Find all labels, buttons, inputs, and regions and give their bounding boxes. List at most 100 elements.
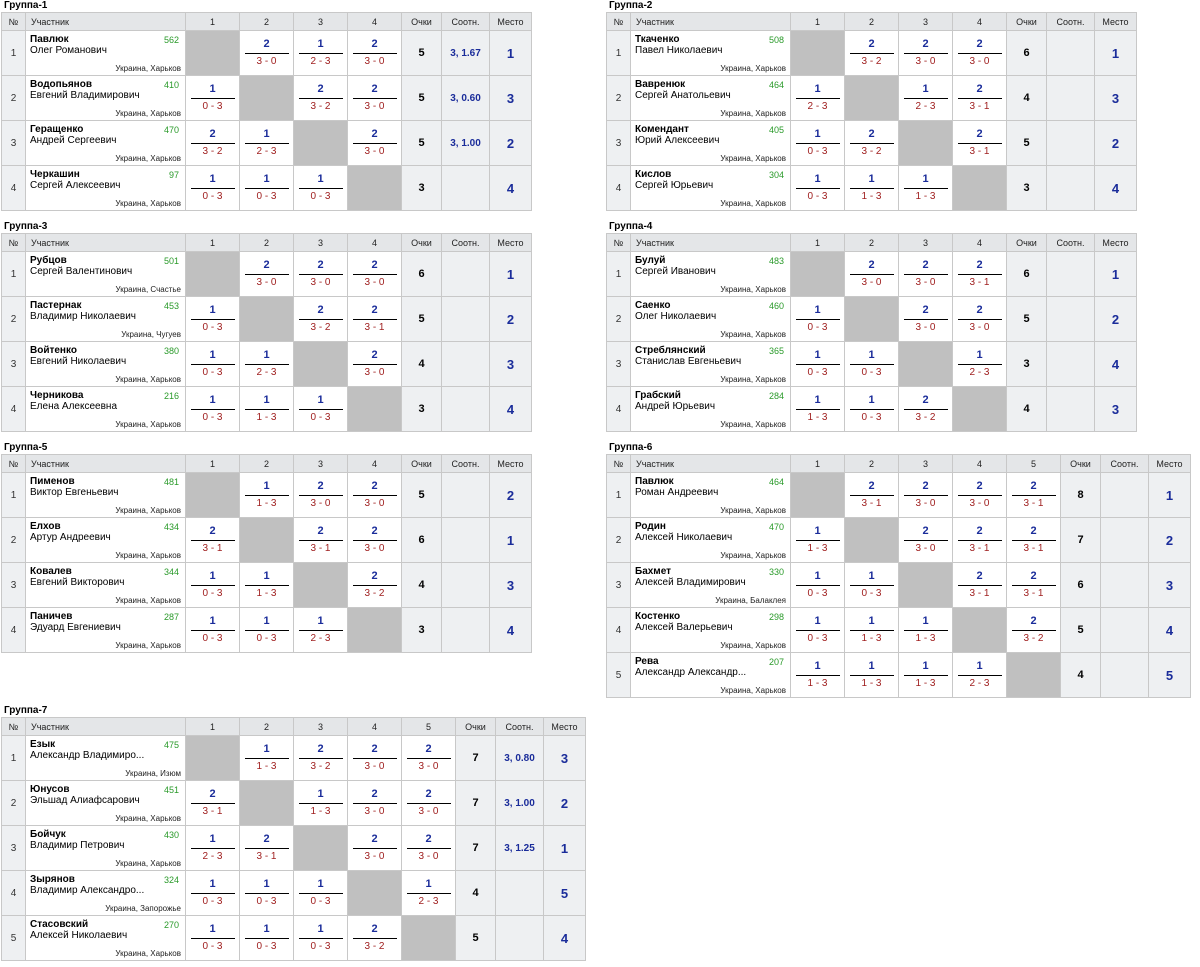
match-result-cell[interactable]: 2 3 - 0 xyxy=(347,517,402,563)
col-participant-header[interactable]: Участник xyxy=(630,12,791,31)
col-opponent-1-header[interactable]: 1 xyxy=(185,233,240,252)
col-num-header[interactable]: № xyxy=(1,233,26,252)
match-result-cell[interactable]: 1 1 - 3 xyxy=(844,165,899,211)
match-result-cell[interactable]: 1 0 - 3 xyxy=(239,870,294,916)
participant-surname[interactable]: Костенко xyxy=(635,611,681,622)
match-result-cell[interactable]: 2 3 - 1 xyxy=(1006,562,1061,608)
participant-surname[interactable]: Зырянов xyxy=(30,874,75,885)
participant-cell[interactable]: Бахмет 330 Алексей Владимирович Украина, Ба… xyxy=(630,562,791,608)
match-result-cell[interactable]: 2 3 - 2 xyxy=(844,120,899,166)
col-opponent-3-header[interactable]: 3 xyxy=(293,454,348,473)
match-result-cell[interactable]: 2 3 - 0 xyxy=(347,780,402,826)
match-result-cell[interactable]: 2 3 - 2 xyxy=(347,915,402,961)
match-result-cell[interactable]: 1 1 - 3 xyxy=(239,472,294,518)
col-opponent-2-header[interactable]: 2 xyxy=(239,12,294,31)
match-result-cell[interactable]: 2 3 - 2 xyxy=(293,296,348,342)
match-result-cell[interactable]: 2 3 - 1 xyxy=(239,825,294,871)
match-result-cell[interactable]: 2 3 - 1 xyxy=(347,296,402,342)
match-result-cell[interactable]: 1 0 - 3 xyxy=(844,562,899,608)
col-sootn-header[interactable]: Соотн. xyxy=(1100,454,1149,473)
col-opponent-1-header[interactable]: 1 xyxy=(790,12,845,31)
col-num-header[interactable]: № xyxy=(1,12,26,31)
match-result-cell[interactable]: 1 2 - 3 xyxy=(239,120,294,166)
match-result-cell[interactable]: 1 0 - 3 xyxy=(844,341,899,387)
match-result-cell[interactable]: 1 0 - 3 xyxy=(790,296,845,342)
col-points-header[interactable]: Очки xyxy=(401,454,442,473)
participant-cell[interactable]: Рева 207 Александр Александр... Украина, Ха… xyxy=(630,652,791,698)
match-result-cell[interactable]: 2 3 - 1 xyxy=(293,517,348,563)
participant-cell[interactable]: Саенко 460 Олег Николаевич Украина, Харьков xyxy=(630,296,791,342)
match-result-cell[interactable]: 2 3 - 2 xyxy=(844,30,899,76)
col-sootn-header[interactable]: Соотн. xyxy=(441,454,490,473)
match-result-cell[interactable]: 1 0 - 3 xyxy=(844,386,899,432)
col-opponent-3-header[interactable]: 3 xyxy=(898,454,953,473)
col-opponent-1-header[interactable]: 1 xyxy=(790,454,845,473)
participant-cell[interactable]: Булуй 483 Сергей Иванович Украина, Харьков xyxy=(630,251,791,297)
col-sootn-header[interactable]: Соотн. xyxy=(441,12,490,31)
match-result-cell[interactable]: 2 3 - 0 xyxy=(952,296,1007,342)
match-result-cell[interactable]: 1 1 - 3 xyxy=(898,165,953,211)
match-result-cell[interactable]: 1 0 - 3 xyxy=(185,870,240,916)
col-num-header[interactable]: № xyxy=(1,717,26,736)
participant-surname[interactable]: Рубцов xyxy=(30,255,67,266)
match-result-cell[interactable]: 2 3 - 2 xyxy=(898,386,953,432)
col-opponent-3-header[interactable]: 3 xyxy=(293,717,348,736)
participant-surname[interactable]: Стасовский xyxy=(30,919,89,930)
col-participant-header[interactable]: Участник xyxy=(630,454,791,473)
col-opponent-2-header[interactable]: 2 xyxy=(844,454,899,473)
match-result-cell[interactable]: 1 0 - 3 xyxy=(239,915,294,961)
col-num-header[interactable]: № xyxy=(606,12,631,31)
match-result-cell[interactable]: 1 1 - 3 xyxy=(790,517,845,563)
col-opponent-2-header[interactable]: 2 xyxy=(844,233,899,252)
participant-cell[interactable]: Пастернак 453 Владимир Николаевич Украина, … xyxy=(25,296,186,342)
col-place-header[interactable]: Место xyxy=(543,717,586,736)
participant-surname[interactable]: Стреблянский xyxy=(635,345,706,356)
match-result-cell[interactable]: 2 3 - 0 xyxy=(239,251,294,297)
participant-surname[interactable]: Водопьянов xyxy=(30,79,92,90)
match-result-cell[interactable]: 1 2 - 3 xyxy=(401,870,456,916)
match-result-cell[interactable]: 1 1 - 3 xyxy=(790,386,845,432)
participant-surname[interactable]: Езык xyxy=(30,739,56,750)
col-opponent-3-header[interactable]: 3 xyxy=(293,233,348,252)
match-result-cell[interactable]: 2 3 - 0 xyxy=(347,251,402,297)
col-opponent-1-header[interactable]: 1 xyxy=(185,12,240,31)
participant-surname[interactable]: Грабский xyxy=(635,390,681,401)
col-opponent-2-header[interactable]: 2 xyxy=(239,233,294,252)
participant-surname[interactable]: Булуй xyxy=(635,255,666,266)
match-result-cell[interactable]: 1 1 - 3 xyxy=(239,386,294,432)
match-result-cell[interactable]: 2 3 - 1 xyxy=(952,562,1007,608)
match-result-cell[interactable]: 1 0 - 3 xyxy=(239,165,294,211)
match-result-cell[interactable]: 2 3 - 0 xyxy=(347,472,402,518)
match-result-cell[interactable]: 2 3 - 1 xyxy=(185,780,240,826)
match-result-cell[interactable]: 2 3 - 0 xyxy=(898,296,953,342)
match-result-cell[interactable]: 1 2 - 3 xyxy=(952,341,1007,387)
col-opponent-5-header[interactable]: 5 xyxy=(401,717,456,736)
match-result-cell[interactable]: 2 3 - 0 xyxy=(898,517,953,563)
match-result-cell[interactable]: 2 3 - 0 xyxy=(239,30,294,76)
match-result-cell[interactable]: 1 0 - 3 xyxy=(185,165,240,211)
match-result-cell[interactable]: 2 3 - 0 xyxy=(952,30,1007,76)
participant-surname[interactable]: Ковалев xyxy=(30,566,72,577)
col-participant-header[interactable]: Участник xyxy=(25,454,186,473)
match-result-cell[interactable]: 2 3 - 1 xyxy=(1006,517,1061,563)
col-sootn-header[interactable]: Соотн. xyxy=(1046,12,1095,31)
participant-cell[interactable]: Павлюк 464 Роман Андреевич Украина, Харьков xyxy=(630,472,791,518)
match-result-cell[interactable]: 1 2 - 3 xyxy=(952,652,1007,698)
col-sootn-header[interactable]: Соотн. xyxy=(495,717,544,736)
match-result-cell[interactable]: 1 1 - 3 xyxy=(293,780,348,826)
col-opponent-3-header[interactable]: 3 xyxy=(293,12,348,31)
participant-cell[interactable]: Грабский 284 Андрей Юрьевич Украина, Харько… xyxy=(630,386,791,432)
participant-cell[interactable]: Паничев 287 Эдуард Евгениевич Украина, Харь… xyxy=(25,607,186,653)
col-opponent-3-header[interactable]: 3 xyxy=(898,233,953,252)
participant-surname[interactable]: Саенко xyxy=(635,300,671,311)
col-opponent-1-header[interactable]: 1 xyxy=(185,454,240,473)
match-result-cell[interactable]: 1 0 - 3 xyxy=(293,386,348,432)
participant-surname[interactable]: Рева xyxy=(635,656,659,667)
participant-cell[interactable]: Геращенко 470 Андрей Сергеевич Украина, Хар… xyxy=(25,120,186,166)
col-opponent-3-header[interactable]: 3 xyxy=(898,12,953,31)
participant-cell[interactable]: Ковалев 344 Евгений Викторович Украина, Хар… xyxy=(25,562,186,608)
participant-cell[interactable]: Черкашин 97 Сергей Алексеевич Украина, Харь… xyxy=(25,165,186,211)
col-opponent-2-header[interactable]: 2 xyxy=(239,454,294,473)
match-result-cell[interactable]: 2 3 - 0 xyxy=(293,472,348,518)
participant-cell[interactable]: Костенко 298 Алексей Валерьевич Украина, Ха… xyxy=(630,607,791,653)
